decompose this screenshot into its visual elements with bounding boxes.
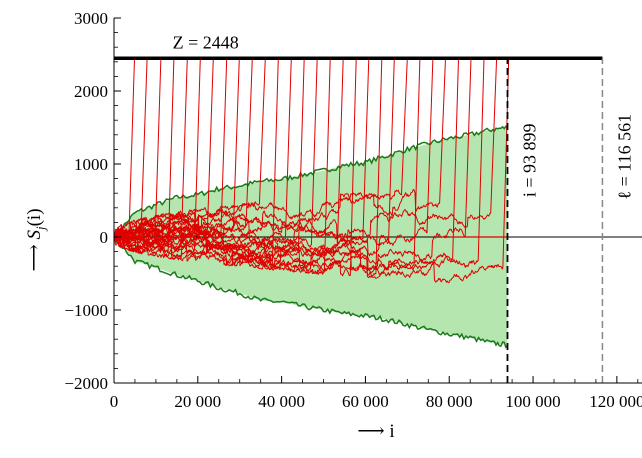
plot-area: Z = 2448 i = 93 899 ℓ = 116 561 bbox=[113, 32, 642, 383]
x-tick-label: 80 000 bbox=[426, 392, 473, 411]
stop-line-label: i = 93 899 bbox=[519, 124, 539, 198]
y-tick-label: 1000 bbox=[74, 155, 108, 174]
y-tick-label: 2000 bbox=[74, 82, 108, 101]
envelope-upper-line bbox=[113, 125, 508, 238]
threshold-label: Z = 2448 bbox=[173, 32, 239, 52]
walk-line-2 bbox=[113, 58, 148, 242]
x-axis-title: ⟶ i bbox=[357, 421, 394, 442]
x-tick-label: 100 000 bbox=[505, 392, 560, 411]
walk-line-26 bbox=[113, 58, 459, 278]
walk-line-30 bbox=[113, 58, 510, 284]
y-tick-label: −2000 bbox=[64, 374, 108, 393]
x-tick-label: 60 000 bbox=[342, 392, 389, 411]
x-tick-label: 40 000 bbox=[258, 392, 305, 411]
walk-line-27 bbox=[113, 58, 472, 279]
x-tick-label: 120 000 bbox=[589, 392, 642, 411]
ell-line-label: ℓ = 116 561 bbox=[614, 114, 634, 200]
y-tick-label: 0 bbox=[100, 228, 109, 247]
walk-line-18 bbox=[113, 58, 357, 277]
x-tick-label: 0 bbox=[110, 392, 119, 411]
walk-line-9 bbox=[113, 58, 240, 240]
walk-line-25 bbox=[113, 58, 446, 252]
walk-line-29 bbox=[113, 58, 498, 266]
envelope-area bbox=[114, 127, 508, 345]
walk-line-28 bbox=[113, 58, 485, 271]
axes: −2000 −1000 0 1000 2000 3000 0 20 000 40 000 60 0… bbox=[64, 9, 642, 411]
y-tick-label: 3000 bbox=[74, 9, 108, 28]
y-tick-label: −1000 bbox=[64, 301, 108, 320]
envelope-lower-line bbox=[113, 236, 509, 349]
walk-line-24 bbox=[113, 58, 434, 260]
x-tick-label: 20 000 bbox=[174, 392, 221, 411]
y-axis-title: ⟶ Sj(i) bbox=[24, 208, 48, 271]
